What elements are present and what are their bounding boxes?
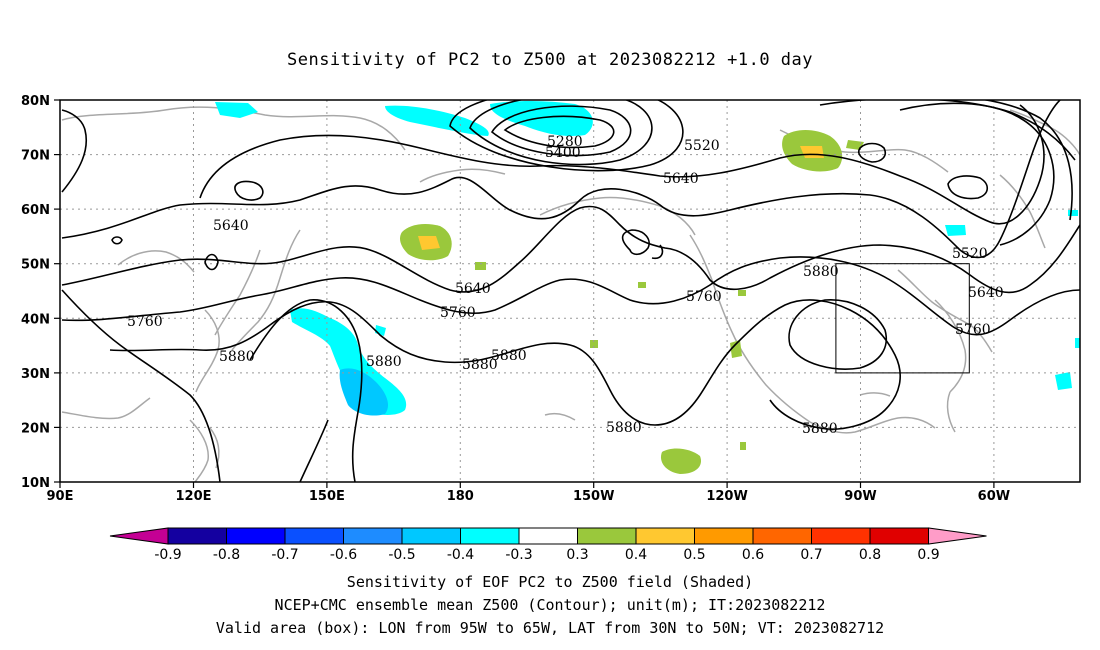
- contour-label: 5520: [684, 138, 720, 154]
- graticule: [60, 100, 1080, 482]
- map-frame: [59, 99, 1081, 483]
- sensitivity-shading: [215, 101, 1080, 474]
- lat-label: 70N: [21, 149, 50, 164]
- coastlines: [61, 106, 1080, 482]
- lon-label: 150E: [309, 489, 345, 504]
- colorbar-tick-label: 0.4: [625, 547, 647, 563]
- lat-label: 40N: [21, 312, 50, 327]
- lat-label: 20N: [21, 421, 50, 436]
- colorbar-bin: [167, 527, 227, 545]
- contour-label: 5400: [545, 145, 581, 161]
- longitude-labels: 90E 120E 150E 180 150W 120W 90W 60W: [47, 489, 1011, 504]
- colorbar-bin: [343, 527, 403, 545]
- caption-contour: NCEP+CMC ensemble mean Z500 (Contour); u…: [274, 596, 826, 614]
- colorbar-bin: [226, 527, 286, 545]
- lon-label: 90W: [844, 489, 876, 504]
- lon-label: 60W: [978, 489, 1010, 504]
- colorbar-tick-label: 0.8: [859, 547, 881, 563]
- colorbar-tick-label: -0.3: [505, 547, 532, 563]
- colorbar: -0.9 -0.8 -0.7 -0.6 -0.5 -0.4 -0.3 0.3 0.4 0.5 0.6…: [109, 527, 987, 563]
- valid-area-box: [835, 263, 970, 374]
- lat-label: 60N: [21, 203, 50, 218]
- latitude-labels: 80N 70N 60N 50N 40N 30N 20N 10N: [21, 94, 50, 491]
- contour-label: 5880: [802, 421, 838, 437]
- colorbar-tick-label: 0.6: [742, 547, 764, 563]
- lon-label: 90E: [47, 489, 74, 504]
- colorbar-bin: [811, 527, 871, 545]
- lat-label: 30N: [21, 367, 50, 382]
- colorbar-tick-label: -0.6: [330, 547, 357, 563]
- lat-label: 50N: [21, 258, 50, 273]
- contour-label: 5280: [547, 134, 583, 150]
- caption-shading: Sensitivity of EOF PC2 to Z500 field (Sh…: [346, 573, 754, 591]
- contour-label: 5880: [219, 349, 255, 365]
- contour-label: 5640: [455, 281, 491, 297]
- colorbar-bin: [460, 527, 520, 545]
- colorbar-arrow-high: [928, 527, 987, 545]
- contour-label: 5520: [952, 246, 988, 262]
- colorbar-bin: [577, 527, 637, 545]
- colorbar-tick-label: -0.5: [388, 547, 415, 563]
- contour-label: 5880: [803, 264, 839, 280]
- contour-label: 5760: [686, 289, 722, 305]
- colorbar-tick-label: 0.3: [566, 547, 588, 563]
- contour-label: 5760: [440, 305, 476, 321]
- colorbar-tick-label: 0.5: [683, 547, 705, 563]
- colorbar-tick-label: 0.7: [800, 547, 822, 563]
- map-area: [60, 100, 1080, 482]
- colorbar-bin: [518, 527, 578, 545]
- colorbar-arrow-low: [109, 527, 169, 545]
- lon-label: 150W: [573, 489, 614, 504]
- lon-label: 120E: [175, 489, 211, 504]
- colorbar-bin: [401, 527, 461, 545]
- contour-label: 5880: [491, 348, 527, 364]
- colorbar-tick-label: -0.4: [447, 547, 474, 563]
- colorbar-bin: [284, 527, 344, 545]
- contour-label: 5880: [606, 420, 642, 436]
- lon-label: 120W: [706, 489, 747, 504]
- lon-label: 180: [447, 489, 474, 504]
- colorbar-bin: [635, 527, 695, 545]
- contour-label: 5880: [462, 357, 498, 373]
- contour-labels: 5280 5400 5520 5640 5640 5640 5760 5760 …: [127, 134, 1004, 437]
- contour-label: 5760: [955, 322, 991, 338]
- colorbar-tick-label: -0.8: [213, 547, 240, 563]
- colorbar-tick-label: -0.7: [271, 547, 298, 563]
- contour-label: 5760: [127, 314, 163, 330]
- colorbar-bin: [752, 527, 812, 545]
- contour-label: 5880: [366, 354, 402, 370]
- contour-label: 5640: [213, 218, 249, 234]
- chart-title: Sensitivity of PC2 to Z500 at 2023082212…: [286, 50, 813, 70]
- contour-label: 5640: [968, 285, 1004, 301]
- colorbar-bin: [694, 527, 754, 545]
- lat-label: 80N: [21, 94, 50, 109]
- axis-ticks: [54, 99, 995, 488]
- lat-label: 10N: [21, 476, 50, 491]
- colorbar-tick-label: -0.9: [154, 547, 181, 563]
- colorbar-bin: [869, 527, 929, 545]
- z500-contours: [61, 100, 1080, 482]
- caption-valid-area: Valid area (box): LON from 95W to 65W, L…: [215, 619, 885, 637]
- colorbar-tick-label: 0.9: [917, 547, 939, 563]
- contour-label: 5640: [663, 171, 699, 187]
